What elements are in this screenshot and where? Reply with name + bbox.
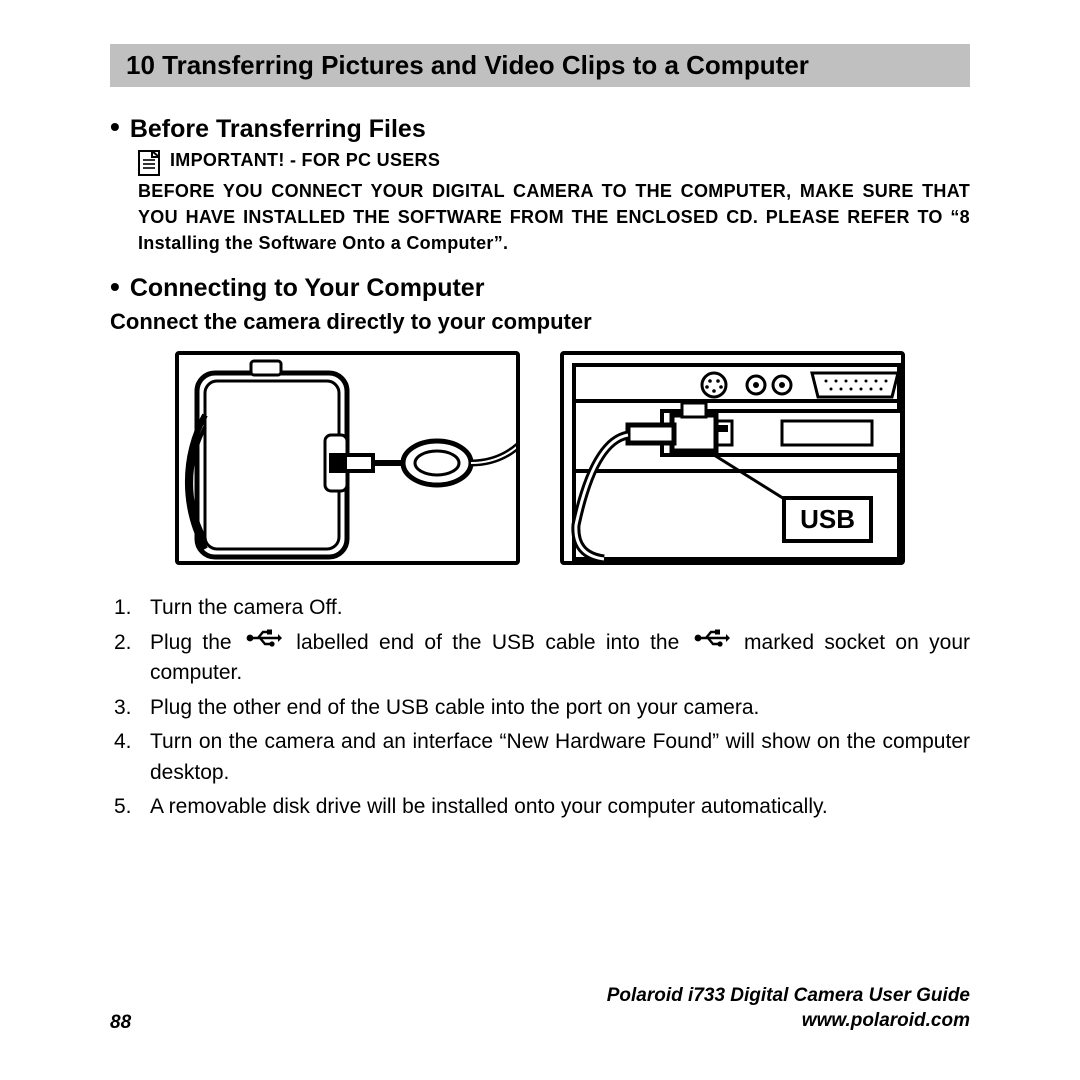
step-text: A removable disk drive will be installed… xyxy=(150,792,970,822)
section-heading-text: Before Transferring Files xyxy=(130,115,426,143)
step-number: 2. xyxy=(110,628,150,689)
list-item: 2. Plug the labelled end of the USB cabl… xyxy=(110,628,970,689)
step-text: Turn the camera Off. xyxy=(150,593,970,623)
chapter-heading-bar: 10 Transferring Pictures and Video Clips… xyxy=(110,44,970,87)
list-item: 5. A removable disk drive will be instal… xyxy=(110,792,970,822)
step-text: Turn on the camera and an interface “New… xyxy=(150,727,970,788)
figure-camera xyxy=(175,351,520,565)
list-item: 4. Turn on the camera and an interface “… xyxy=(110,727,970,788)
section-heading: •Before Transferring Files xyxy=(110,115,970,144)
list-item: 1. Turn the camera Off. xyxy=(110,593,970,623)
figure-row: USB xyxy=(110,351,970,565)
sub-heading: Connect the camera directly to your comp… xyxy=(110,309,970,335)
note-title: IMPORTANT! - FOR PC USERS xyxy=(170,150,440,171)
chapter-title: Transferring Pictures and Video Clips to… xyxy=(162,50,809,80)
step-number: 5. xyxy=(110,792,150,822)
step-text: Plug the other end of the USB cable into… xyxy=(150,693,970,723)
footer-right: Polaroid i733 Digital Camera User Guide … xyxy=(607,983,970,1034)
footer-url: www.polaroid.com xyxy=(607,1008,970,1034)
usb-callout-label: USB xyxy=(782,496,873,543)
page-footer: 88 Polaroid i733 Digital Camera User Gui… xyxy=(110,983,970,1034)
step-number: 1. xyxy=(110,593,150,623)
chapter-number: 10 xyxy=(126,50,155,80)
section-heading: •Connecting to Your Computer xyxy=(110,274,970,303)
section-heading-text: Connecting to Your Computer xyxy=(130,274,485,302)
steps-list: 1. Turn the camera Off. 2. Plug the labe… xyxy=(110,593,970,822)
page-number: 88 xyxy=(110,1012,131,1034)
step-text-mid: labelled end of the USB cable into the xyxy=(296,631,689,654)
footer-guide-title: Polaroid i733 Digital Camera User Guide xyxy=(607,983,970,1009)
step-text: Plug the labelled end of the USB cable i… xyxy=(150,628,970,689)
list-item: 3. Plug the other end of the USB cable i… xyxy=(110,693,970,723)
section-before: •Before Transferring Files IMPORTANT! - … xyxy=(110,115,970,256)
step-number: 4. xyxy=(110,727,150,788)
step-number: 3. xyxy=(110,693,150,723)
step-text-pre: Plug the xyxy=(150,631,242,654)
usb-icon xyxy=(694,626,730,656)
note-page-icon xyxy=(138,150,160,176)
usb-icon xyxy=(246,626,282,656)
figure-computer-port: USB xyxy=(560,351,905,565)
note-body: BEFORE YOU CONNECT YOUR DIGITAL CAMERA T… xyxy=(138,178,970,256)
section-connect: •Connecting to Your Computer Connect the… xyxy=(110,274,970,822)
note-row: IMPORTANT! - FOR PC USERS xyxy=(138,150,970,176)
